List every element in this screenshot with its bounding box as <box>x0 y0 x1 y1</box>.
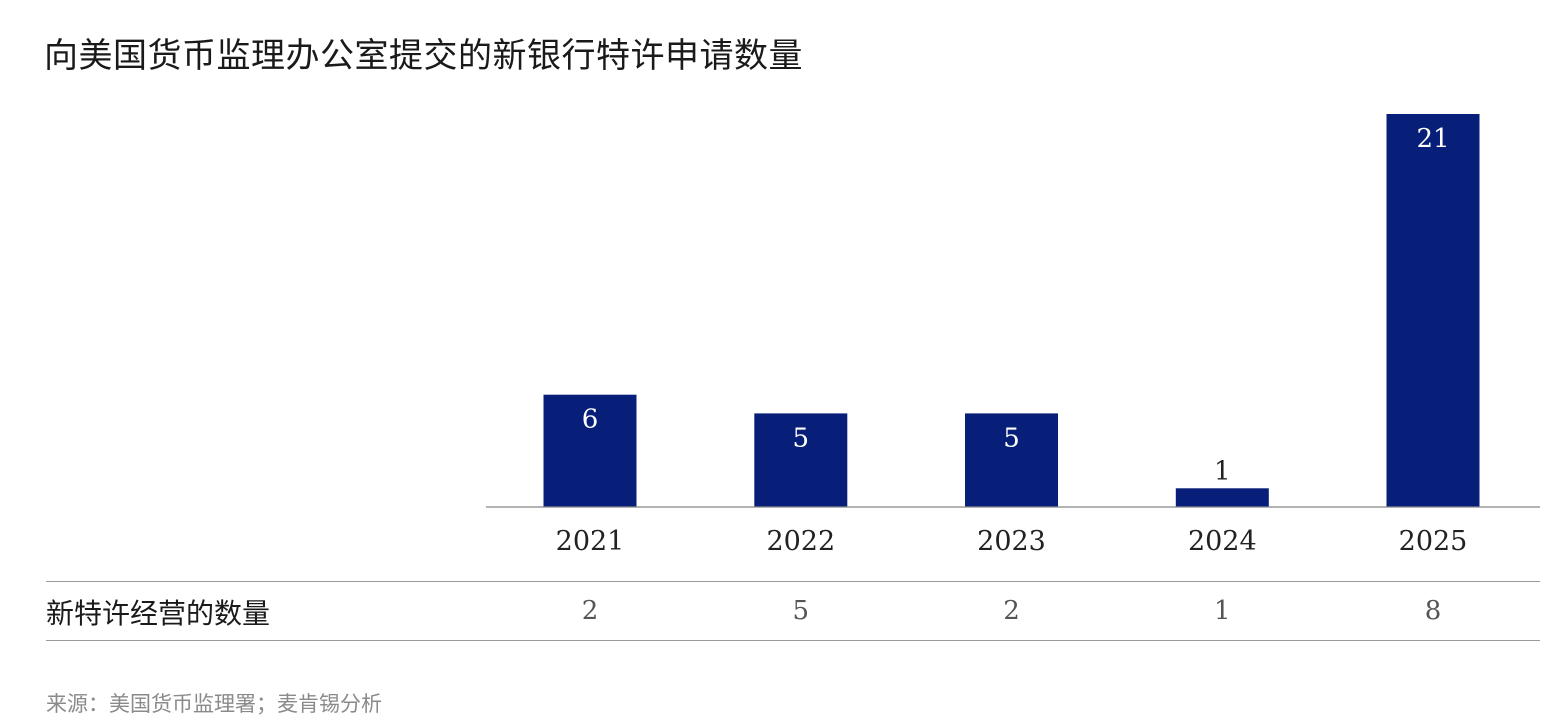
table-cell-2023: 2 <box>1003 596 1020 626</box>
bar-2022 <box>754 413 848 507</box>
bars-group <box>543 114 1480 507</box>
bar-2024 <box>1175 488 1269 507</box>
table-cell-2022: 5 <box>792 596 810 626</box>
table-bottom-divider <box>46 640 1540 641</box>
x-tick-label-2024: 2024 <box>1188 526 1257 557</box>
bar-labels-group: 6 5 5 1 21 <box>582 124 1450 486</box>
bar-2023 <box>965 413 1058 507</box>
bar-chart: 6 5 5 1 21 2021 2022 2023 2024 2025 <box>486 114 1540 557</box>
bar-value-label-2025: 21 <box>1416 124 1449 154</box>
x-tick-label-2022: 2022 <box>766 526 835 557</box>
x-tick-label-2021: 2021 <box>556 526 625 557</box>
bar-value-label-2022: 5 <box>793 423 810 453</box>
bar-value-label-2023: 5 <box>1003 423 1020 453</box>
table-top-divider <box>46 581 1540 582</box>
bar-2021 <box>543 394 637 507</box>
table-cell-2021: 2 <box>581 596 599 626</box>
chart-title: 向美国货币监理办公室提交的新银行特许申请数量 <box>44 36 803 76</box>
bar-value-label-2024: 1 <box>1214 456 1231 486</box>
bar-value-label-2021: 6 <box>582 405 599 435</box>
x-tick-labels-group: 2021 2022 2023 2024 2025 <box>556 526 1468 557</box>
table-row-label: 新特许经营的数量 <box>46 597 271 630</box>
bar-2025 <box>1386 114 1480 507</box>
table-cell-2024: 1 <box>1214 596 1231 626</box>
x-tick-label-2023: 2023 <box>977 526 1046 557</box>
source-note: 来源：美国货币监理署；麦肯锡分析 <box>46 692 382 716</box>
table-cell-2025: 8 <box>1424 596 1442 626</box>
x-tick-label-2025: 2025 <box>1399 526 1468 557</box>
